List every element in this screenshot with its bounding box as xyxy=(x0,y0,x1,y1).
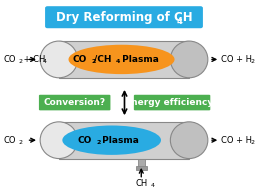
Ellipse shape xyxy=(40,122,78,159)
Text: 4: 4 xyxy=(176,17,182,26)
FancyBboxPatch shape xyxy=(59,122,189,159)
Ellipse shape xyxy=(170,41,208,78)
FancyBboxPatch shape xyxy=(134,95,210,110)
Text: + CH: + CH xyxy=(21,55,46,64)
FancyBboxPatch shape xyxy=(39,95,110,110)
Text: 4: 4 xyxy=(150,183,154,188)
Text: CH: CH xyxy=(135,179,147,188)
Text: 2: 2 xyxy=(19,59,22,64)
Text: Plasma: Plasma xyxy=(119,55,158,64)
Ellipse shape xyxy=(62,125,161,155)
Text: 4: 4 xyxy=(43,59,47,64)
FancyBboxPatch shape xyxy=(136,166,147,170)
Ellipse shape xyxy=(40,41,78,78)
Text: 4: 4 xyxy=(115,59,120,64)
FancyBboxPatch shape xyxy=(59,41,189,78)
Ellipse shape xyxy=(170,122,208,159)
Text: CO: CO xyxy=(72,55,87,64)
Text: /CH: /CH xyxy=(94,55,112,64)
Text: 2: 2 xyxy=(19,140,22,145)
Text: CO: CO xyxy=(77,136,92,145)
Text: 2: 2 xyxy=(251,140,254,145)
Text: Energy efficiency?: Energy efficiency? xyxy=(125,98,219,107)
FancyBboxPatch shape xyxy=(45,6,203,28)
FancyBboxPatch shape xyxy=(138,159,144,167)
Text: 2: 2 xyxy=(91,59,95,64)
Ellipse shape xyxy=(69,45,175,74)
Text: 2: 2 xyxy=(96,140,101,145)
Text: 2: 2 xyxy=(251,59,254,64)
Text: CO: CO xyxy=(3,55,16,64)
Text: Conversion?: Conversion? xyxy=(44,98,106,107)
Text: CO + H: CO + H xyxy=(221,136,252,145)
Text: Dry Reforming of CH: Dry Reforming of CH xyxy=(56,11,192,24)
Text: CO: CO xyxy=(3,136,16,145)
Text: CO + H: CO + H xyxy=(221,55,252,64)
Text: Plasma: Plasma xyxy=(99,136,139,145)
